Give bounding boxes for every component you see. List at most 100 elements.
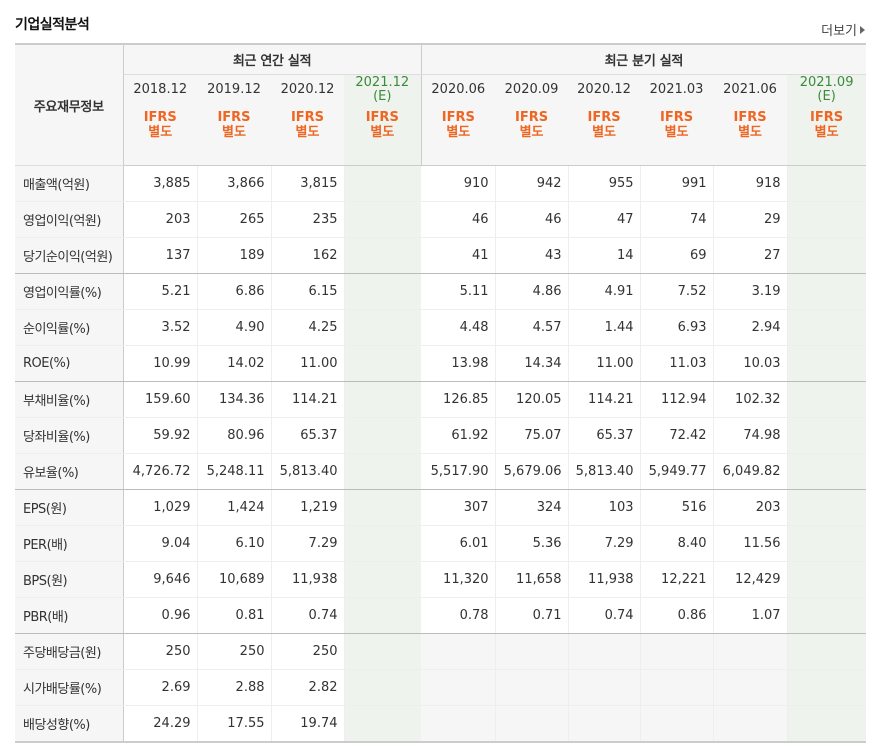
table-cell: 3.52 [123,309,198,346]
table-cell: 307 [421,489,496,526]
corner-label: 주요재무정보 [15,43,124,166]
ifrs-label: IFRS 별도 [123,104,197,166]
table-cell: 27 [713,237,788,274]
estimate-cell [344,489,422,526]
table-cell: 11.03 [640,345,714,382]
table-row: ROE(%) 10.99 14.02 11.00 13.98 14.34 11.00 11.0… [15,345,867,382]
table-cell [421,669,496,706]
table-cell: 1.07 [713,597,788,634]
estimate-cell [787,165,867,202]
table-cell: 3,885 [123,165,198,202]
period-header-estimate: 2021.12 (E) [344,74,422,104]
row-label: PBR(배) [15,597,124,634]
table-cell [713,633,788,670]
table-cell: 29 [713,201,788,238]
table-cell: 910 [421,165,496,202]
table-cell [495,705,569,743]
table-row: 당좌비율(%) 59.92 80.96 65.37 61.92 75.07 65.37 72.… [15,417,867,454]
table-cell: 6.15 [271,273,345,310]
table-cell: 250 [123,633,198,670]
table-cell: 203 [123,201,198,238]
estimate-cell [344,345,422,382]
table-cell: 5.21 [123,273,198,310]
estimate-cell [344,525,422,562]
table-cell: 12,221 [640,561,714,598]
row-label: 시가배당률(%) [15,669,124,706]
table-cell: 74 [640,201,714,238]
table-cell: 516 [640,489,714,526]
table-row: 부채비율(%) 159.60 134.36 114.21 126.85 120.05 114… [15,381,867,418]
table-cell: 114.21 [568,381,641,418]
table-cell: 2.94 [713,309,788,346]
period-header: 2020.12 [271,74,344,104]
table-cell: 6.93 [640,309,714,346]
table-cell: 126.85 [421,381,496,418]
table-cell: 134.36 [197,381,272,418]
more-link[interactable]: 더보기 [821,20,865,39]
table-cell: 7.52 [640,273,714,310]
ifrs-line2: 별도 [592,125,616,140]
ifrs-line1: IFRS [587,110,621,125]
table-cell: 59.92 [123,417,198,454]
table-cell: 7.29 [271,525,345,562]
estimate-cell [787,489,867,526]
row-label: 당좌비율(%) [15,417,124,454]
ifrs-line1: IFRS [143,110,177,125]
table-cell: 13.98 [421,345,496,382]
table-cell: 114.21 [271,381,345,418]
table-cell [421,705,496,743]
row-label: BPS(원) [15,561,124,598]
table-cell: 2.69 [123,669,198,706]
ifrs-label: IFRS 별도 [421,104,496,166]
ifrs-line2: 별도 [370,125,395,140]
table-cell: 11,938 [271,561,345,598]
table-cell: 1,424 [197,489,272,526]
table-cell: 11,938 [568,561,641,598]
table-cell: 24.29 [123,705,198,743]
row-label: 영업이익(억원) [15,201,124,238]
table-cell: 6.10 [197,525,272,562]
ifrs-line2: 별도 [664,125,689,140]
table-cell: 4.57 [495,309,569,346]
table-cell: 65.37 [271,417,345,454]
table-cell: 112.94 [640,381,714,418]
ifrs-label: IFRS 별도 [787,104,867,166]
estimate-cell [787,237,867,274]
estimate-tag: (E) [373,88,392,104]
row-label: 매출액(억원) [15,165,124,202]
table-cell [713,669,788,706]
estimate-cell [344,453,422,490]
table-cell [713,705,788,743]
table-cell: 159.60 [123,381,198,418]
table-cell: 162 [271,237,345,274]
table-cell: 9.04 [123,525,198,562]
table-cell: 942 [495,165,569,202]
table-cell: 3,866 [197,165,272,202]
table-row: 주당배당금(원) 250 250 250 [15,633,867,670]
table-row: 영업이익률(%) 5.21 6.86 6.15 5.11 4.86 4.91 7.52 3.19 [15,273,867,310]
table-cell: 5,517.90 [421,453,496,490]
ifrs-line1: IFRS [733,110,767,125]
estimate-cell [787,525,867,562]
estimate-date: 2021.09 [799,74,854,90]
table-cell: 0.74 [568,597,641,634]
table-cell: 5,248.11 [197,453,272,490]
table-cell: 14.02 [197,345,272,382]
row-label: 부채비율(%) [15,381,124,418]
table-cell [640,633,714,670]
estimate-cell [344,309,422,346]
table-cell: 72.42 [640,417,714,454]
estimate-cell [787,561,867,598]
table-cell: 7.29 [568,525,641,562]
table-cell: 0.74 [271,597,345,634]
period-header: 2021.06 [713,74,788,104]
ifrs-line2: 별도 [519,125,544,140]
ifrs-label: IFRS 별도 [271,104,344,166]
table-cell: 11.00 [568,345,641,382]
table-cell: 5,813.40 [568,453,641,490]
table-cell: 918 [713,165,788,202]
row-label: 배당성향(%) [15,705,124,743]
table-cell: 10.99 [123,345,198,382]
period-header: 2020.06 [421,74,496,104]
